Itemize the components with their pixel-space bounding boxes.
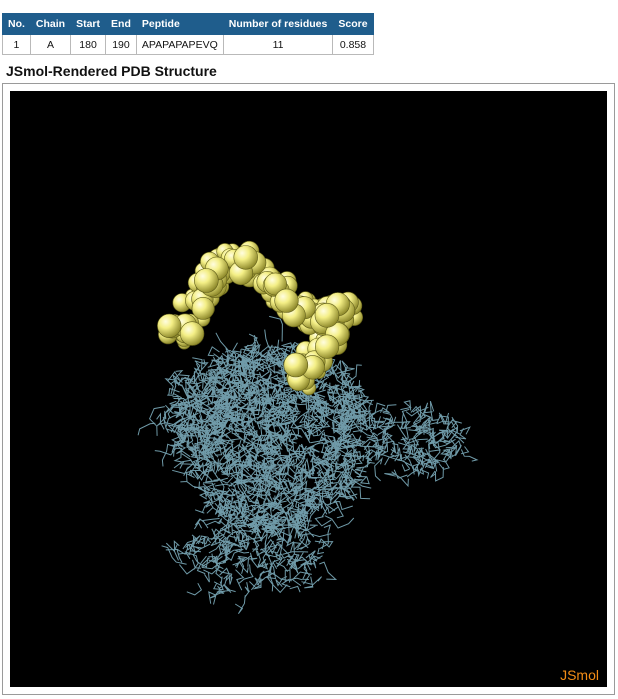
cell-score: 0.858 — [332, 34, 374, 55]
cell-end: 190 — [105, 34, 137, 55]
protein-bonds — [137, 315, 479, 615]
peptide-atom — [157, 313, 182, 338]
cell-number-of-residues: 11 — [222, 34, 334, 55]
peptide-atom — [283, 352, 309, 378]
cell-start: 180 — [70, 34, 107, 55]
header-score[interactable]: Score — [332, 13, 374, 35]
peptide-atom — [315, 334, 340, 359]
cell-peptide: APAPAPAPEVQ — [135, 34, 224, 55]
peptide-atom — [274, 288, 299, 313]
peptide-atom — [264, 272, 287, 296]
header-number-of-residues[interactable]: Number of residues — [222, 13, 334, 35]
molecule-render[interactable] — [10, 91, 607, 687]
peptide-spacefill-model — [157, 240, 364, 396]
table-row: 1 A 180 190 APAPAPAPEVQ 11 0.858 — [2, 34, 374, 55]
jsmol-logo[interactable]: JSmol — [560, 667, 599, 683]
peptide-atom — [194, 268, 219, 293]
header-no[interactable]: No. — [2, 13, 31, 35]
peptide-atom — [233, 245, 258, 270]
results-table: No. Chain Start End Peptide Number of re… — [2, 13, 374, 55]
cell-no: 1 — [2, 34, 31, 55]
structure-section-title: JSmol-Rendered PDB Structure — [6, 63, 217, 79]
peptide-atom — [314, 303, 340, 328]
header-peptide[interactable]: Peptide — [135, 13, 224, 35]
header-chain[interactable]: Chain — [29, 13, 72, 35]
table-header-row: No. Chain Start End Peptide Number of re… — [2, 13, 374, 35]
protein-stick-model — [137, 315, 479, 615]
jsmol-canvas[interactable]: JSmol — [10, 91, 607, 687]
jsmol-viewer-frame: JSmol — [2, 83, 615, 695]
peptide-atom — [179, 321, 205, 346]
header-end[interactable]: End — [105, 13, 137, 35]
cell-chain: A — [29, 34, 72, 55]
header-start[interactable]: Start — [70, 13, 107, 35]
peptide-atom — [191, 296, 215, 320]
